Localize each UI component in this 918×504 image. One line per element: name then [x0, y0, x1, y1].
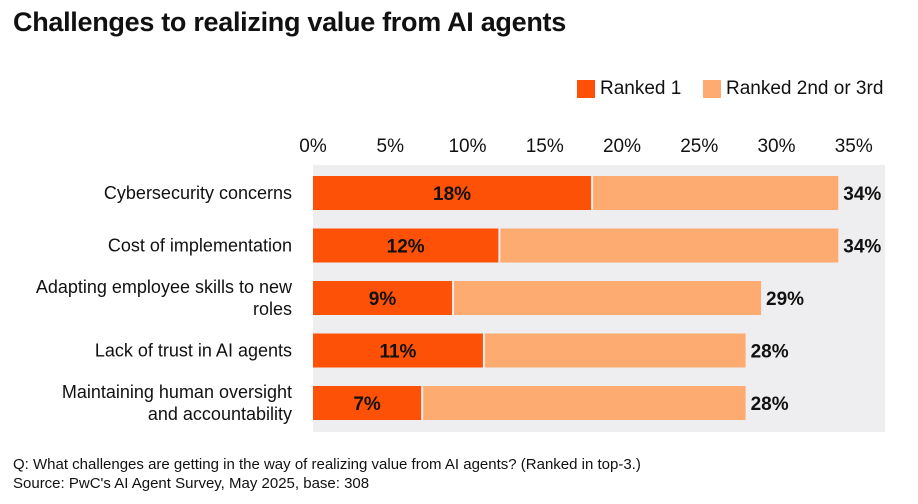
x-tick-label: 15%	[526, 136, 564, 157]
category-label: and accountability	[148, 404, 292, 424]
data-label-total: 29%	[766, 289, 804, 310]
data-label-total: 28%	[751, 394, 789, 415]
bar-ranked-2nd-3rd	[423, 386, 746, 420]
stacked-bar-chart: 0% 5% 10% 15% 20% 25% 30% 35% 18% 34% Cybersecurit…	[36, 136, 885, 432]
category-label: Lack of trust in AI agents	[95, 341, 292, 361]
legend-swatch-ranked-1	[577, 80, 595, 98]
data-label-ranked-1: 12%	[387, 237, 425, 258]
bar-ranked-2nd-3rd	[500, 228, 839, 263]
category-label: Adapting employee skills to new	[36, 277, 293, 297]
data-label-ranked-1: 18%	[433, 184, 471, 205]
bar-ranked-1	[313, 176, 592, 210]
data-label-total: 34%	[843, 237, 881, 258]
bar-ranked-2nd-3rd	[484, 333, 746, 368]
x-tick-label: 0%	[299, 136, 327, 157]
legend-label-ranked-1: Ranked 1	[600, 78, 682, 99]
bar-ranked-1	[313, 228, 499, 263]
data-label-ranked-1: 11%	[379, 342, 416, 363]
legend-label-ranked-2nd-3rd: Ranked 2nd or 3rd	[726, 78, 884, 99]
source-note: Source: PwC's AI Agent Survey, May 2025,…	[13, 475, 370, 492]
data-label-total: 34%	[843, 184, 881, 205]
bar-ranked-1	[313, 333, 483, 368]
chart-title: Challenges to realizing value from AI ag…	[13, 7, 566, 37]
data-label-ranked-1: 7%	[353, 394, 381, 415]
category-label: Cost of implementation	[108, 236, 292, 256]
category-label: roles	[253, 299, 292, 319]
x-tick-label: 10%	[448, 136, 486, 157]
legend-swatch-ranked-2nd-3rd	[703, 80, 721, 98]
x-tick-label: 30%	[757, 136, 795, 157]
data-label-total: 28%	[751, 342, 789, 363]
category-label: Maintaining human oversight	[62, 382, 292, 402]
x-tick-label: 35%	[835, 136, 873, 157]
category-label: Cybersecurity concerns	[104, 183, 292, 203]
bar-ranked-1	[313, 281, 453, 315]
bar-ranked-2nd-3rd	[593, 176, 839, 210]
x-tick-label: 5%	[377, 136, 405, 157]
chart-legend: Ranked 1 Ranked 2nd or 3rd	[0, 78, 918, 100]
survey-question: Q: What challenges are getting in the wa…	[13, 456, 641, 473]
bar-ranked-2nd-3rd	[454, 281, 762, 315]
bar-ranked-1	[313, 386, 422, 420]
data-label-ranked-1: 9%	[369, 289, 397, 310]
chart-footer: Q: What challenges are getting in the wa…	[13, 455, 641, 493]
x-tick-label: 20%	[603, 136, 641, 157]
x-tick-label: 25%	[680, 136, 718, 157]
